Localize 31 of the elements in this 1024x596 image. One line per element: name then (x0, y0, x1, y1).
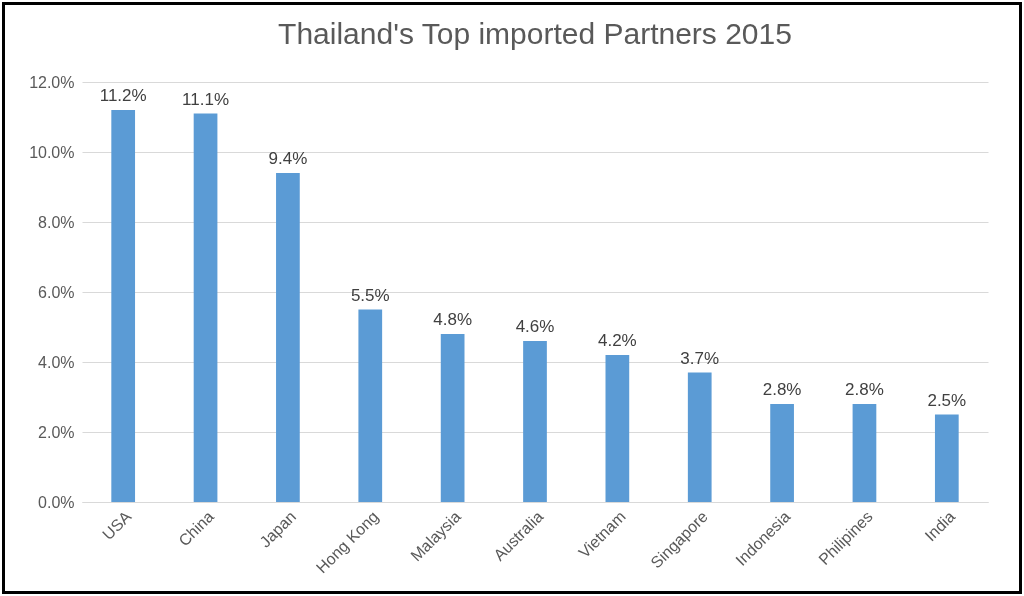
bar (605, 355, 630, 502)
bar (687, 372, 712, 502)
data-label: 5.5% (350, 285, 390, 305)
y-tick-label: 4.0% (38, 353, 75, 371)
bar (358, 309, 383, 502)
bar (440, 334, 465, 502)
data-label: 2.8% (845, 380, 884, 399)
bar (111, 110, 136, 502)
bar (852, 404, 877, 502)
data-label: 11.1% (182, 89, 230, 109)
x-tick-label: USA (99, 507, 135, 544)
data-label: 2.5% (927, 390, 967, 410)
data-label: 3.7% (680, 348, 720, 368)
data-label: 4.2% (597, 331, 637, 350)
y-tick-label: 0.0% (38, 493, 75, 511)
data-label: 11.2% (99, 86, 147, 105)
data-label: 2.8% (762, 380, 802, 399)
bar (770, 404, 794, 502)
bar (523, 341, 547, 502)
bar (276, 173, 300, 502)
y-tick-label: 8.0% (38, 213, 75, 231)
y-tick-label: 12.0% (29, 73, 75, 91)
y-tick-label: 2.0% (38, 423, 75, 441)
bar (193, 113, 218, 502)
chart-title: Thailand's Top imported Partners 2015 (278, 17, 792, 50)
data-label: 4.8% (433, 310, 473, 329)
data-label: 9.4% (268, 149, 308, 168)
y-tick-label: 6.0% (38, 283, 75, 301)
bar (934, 414, 959, 502)
data-label: 4.6% (515, 317, 555, 336)
y-tick-label: 10.0% (29, 143, 75, 161)
